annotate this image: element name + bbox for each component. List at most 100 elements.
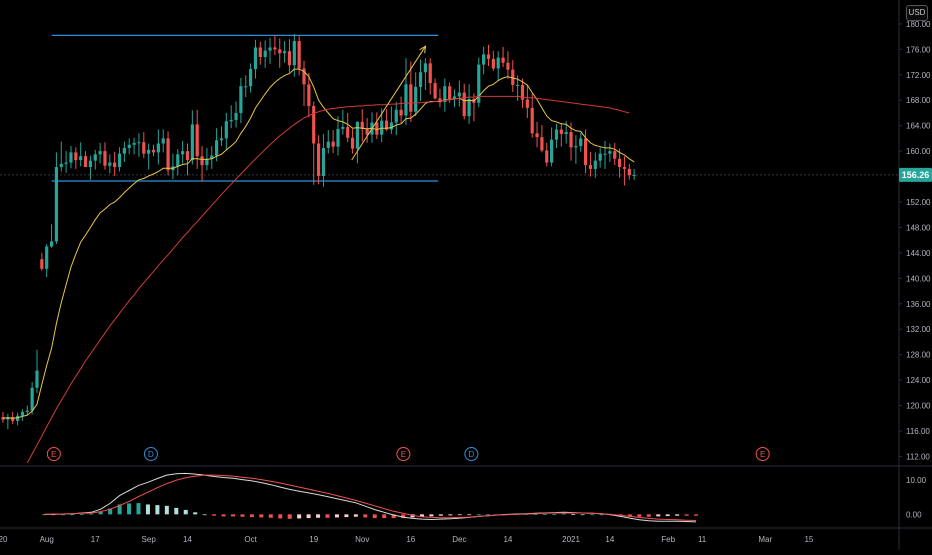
candle-body bbox=[64, 162, 68, 164]
candle-body bbox=[210, 155, 214, 159]
candle-body bbox=[151, 149, 156, 153]
candle-body bbox=[448, 86, 452, 99]
candle-body bbox=[93, 154, 97, 161]
candle-body bbox=[25, 410, 29, 412]
candle-body bbox=[224, 121, 228, 139]
candle-body bbox=[20, 411, 25, 416]
candle-body bbox=[438, 98, 442, 103]
time-tick-label: 20 bbox=[0, 535, 8, 544]
candles-layer[interactable] bbox=[1, 34, 636, 430]
candle-body bbox=[336, 128, 340, 147]
candle-body bbox=[282, 51, 287, 54]
candle-body bbox=[462, 92, 466, 117]
candle-body bbox=[166, 138, 170, 171]
time-tick-label: Mar bbox=[758, 535, 772, 544]
macd-histogram-bar bbox=[278, 514, 283, 519]
candle-body bbox=[117, 153, 122, 168]
candle-body bbox=[98, 151, 102, 155]
macd-tick-label: 0.00 bbox=[906, 510, 922, 519]
currency-selector-button[interactable]: USD bbox=[906, 5, 928, 21]
macd-histogram-bar bbox=[89, 513, 94, 515]
candle-body bbox=[147, 149, 151, 154]
candle-body bbox=[195, 124, 199, 157]
macd-histogram-bar bbox=[590, 514, 595, 516]
macd-histogram-bar bbox=[70, 514, 75, 516]
candle-body bbox=[239, 86, 243, 113]
macd-histogram-bar bbox=[231, 514, 235, 517]
time-tick-label: 14 bbox=[503, 535, 512, 544]
candle-body bbox=[176, 154, 180, 167]
macd-histogram-bar bbox=[684, 514, 689, 516]
candle-body bbox=[355, 121, 360, 149]
candle-body bbox=[593, 160, 597, 169]
price-tick-label: 168.00 bbox=[906, 96, 931, 105]
macd-histogram-bar bbox=[117, 504, 122, 515]
macd-histogram-bar bbox=[391, 514, 396, 519]
time-tick-label: Oct bbox=[244, 535, 257, 544]
event-marker-label: E bbox=[51, 450, 56, 459]
time-tick-label: Dec bbox=[452, 535, 466, 544]
candle-body bbox=[486, 54, 491, 59]
candle-body bbox=[6, 417, 10, 420]
candle-body bbox=[452, 96, 457, 99]
macd-histogram-bar bbox=[646, 514, 651, 517]
signal-line bbox=[43, 474, 697, 521]
candle-body bbox=[83, 156, 88, 168]
macd-histogram-bar bbox=[325, 514, 330, 518]
macd-histogram-bar bbox=[212, 514, 217, 516]
macd-histogram-bar bbox=[344, 514, 349, 518]
price-tick-label: 128.00 bbox=[906, 351, 931, 360]
macd-histogram-bar bbox=[363, 514, 368, 518]
candle-body bbox=[491, 58, 495, 69]
time-tick-label: 14 bbox=[605, 535, 614, 544]
price-tick-label: 120.00 bbox=[906, 402, 931, 411]
candle-body bbox=[375, 122, 379, 135]
projection-arrow-line bbox=[351, 45, 426, 161]
candle-body bbox=[249, 69, 253, 87]
candle-body bbox=[297, 41, 301, 69]
macd-histogram-bar bbox=[542, 514, 547, 515]
macd-histogram-bar bbox=[675, 514, 680, 516]
candle-body bbox=[244, 86, 248, 88]
candle-body bbox=[414, 86, 418, 112]
macd-histogram-bar bbox=[561, 513, 566, 515]
candle-body bbox=[137, 142, 141, 144]
candle-body bbox=[389, 122, 393, 130]
macd-histogram-bar bbox=[656, 514, 661, 517]
candle-body bbox=[608, 151, 612, 154]
candle-body bbox=[457, 92, 461, 97]
macd-pane bbox=[42, 472, 699, 523]
candle-body bbox=[113, 162, 117, 168]
candle-body bbox=[287, 51, 292, 66]
macd-histogram-bar bbox=[448, 514, 453, 516]
candle-body bbox=[312, 105, 316, 144]
macd-histogram-bar bbox=[306, 514, 311, 519]
macd-histogram-bar bbox=[627, 514, 632, 517]
time-tick-label: Feb bbox=[661, 535, 675, 544]
macd-histogram-bar bbox=[268, 514, 273, 518]
candle-body bbox=[49, 241, 54, 247]
fast-moving-average-line bbox=[2, 68, 635, 419]
candle-body bbox=[132, 142, 136, 145]
earnings-event-marker bbox=[46, 447, 61, 461]
candle-body bbox=[394, 109, 398, 123]
candle-body bbox=[365, 128, 369, 135]
macd-histogram-bar bbox=[353, 514, 358, 517]
time-tick-label: 15 bbox=[804, 535, 813, 544]
projection-arrow-layer[interactable] bbox=[351, 45, 427, 161]
macd-histogram-bar bbox=[316, 514, 321, 518]
candle-body bbox=[428, 63, 432, 84]
candle-body bbox=[550, 139, 554, 163]
macd-histogram-bar bbox=[637, 514, 642, 517]
macd-histogram-bar bbox=[420, 514, 424, 517]
slow-moving-average-line bbox=[26, 95, 630, 464]
candle-body bbox=[108, 162, 112, 166]
candle-body bbox=[142, 142, 146, 154]
candle-body bbox=[350, 137, 355, 149]
candle-body bbox=[511, 69, 515, 85]
time-tick-label: 16 bbox=[406, 535, 415, 544]
candle-body bbox=[404, 84, 408, 116]
candle-body bbox=[258, 47, 262, 57]
